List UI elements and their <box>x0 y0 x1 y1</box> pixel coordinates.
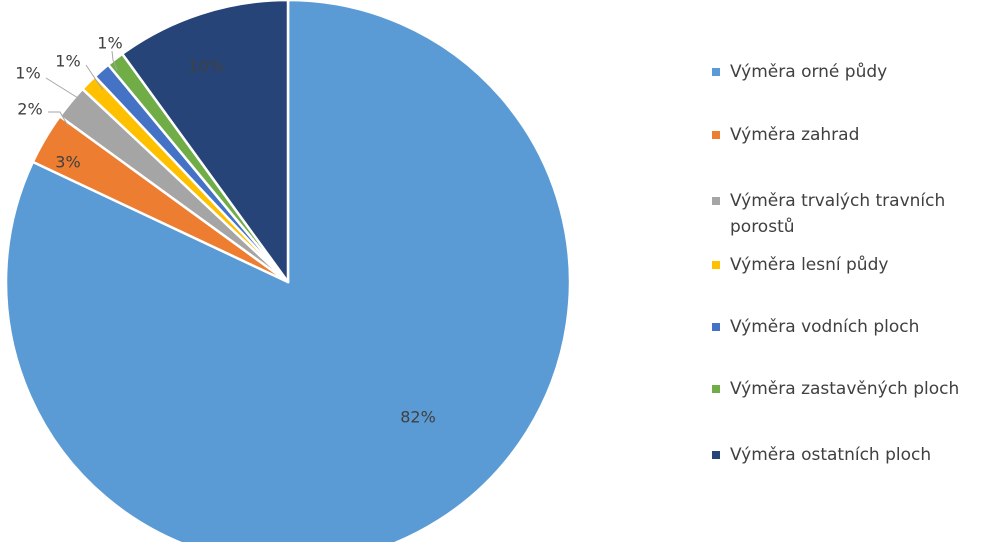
legend-swatch-4 <box>712 261 720 269</box>
legend-swatch-7 <box>712 451 720 459</box>
legend-swatch-6 <box>712 385 720 393</box>
data-label-3: 2% <box>17 100 42 119</box>
legend-swatch-5 <box>712 323 720 331</box>
legend: Výměra orné půdy Výměra zahrad Výměra trva… <box>712 62 959 465</box>
legend-swatch-2 <box>712 131 720 139</box>
legend-label-4: Výměra lesní půdy <box>730 255 888 275</box>
legend-swatch-3 <box>712 197 720 205</box>
legend-label-1: Výměra orné půdy <box>730 62 887 82</box>
pie-slices <box>6 0 570 542</box>
data-label-5: 1% <box>55 52 80 71</box>
data-label-4: 1% <box>15 64 40 83</box>
data-label-7: 10% <box>188 57 224 76</box>
data-label-2: 3% <box>55 153 80 172</box>
legend-label-2: Výměra zahrad <box>730 125 859 145</box>
legend-label-3: Výměra trvalých travních porostů <box>730 191 945 237</box>
legend-label-7: Výměra ostatních ploch <box>730 445 931 465</box>
data-label-1: 82% <box>400 408 436 427</box>
legend-label-5: Výměra vodních ploch <box>730 317 919 337</box>
legend-label-6: Výměra zastavěných ploch <box>730 379 959 399</box>
legend-swatch-1 <box>712 68 720 76</box>
data-label-6: 1% <box>97 34 122 53</box>
